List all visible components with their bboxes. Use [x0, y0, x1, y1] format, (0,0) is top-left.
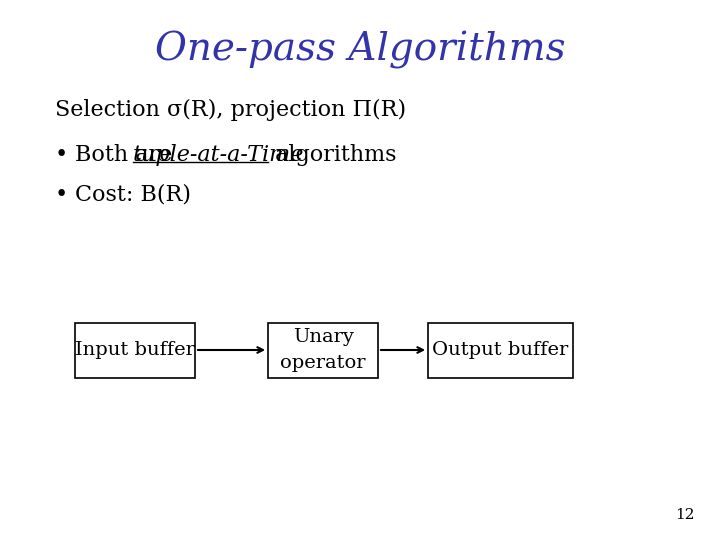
Text: algorithms: algorithms: [268, 144, 397, 166]
Text: tuple-at-a-Time: tuple-at-a-Time: [133, 144, 305, 166]
FancyBboxPatch shape: [268, 322, 378, 377]
FancyBboxPatch shape: [428, 322, 573, 377]
Text: Output buffer: Output buffer: [433, 341, 569, 359]
Text: Both are: Both are: [75, 144, 179, 166]
FancyBboxPatch shape: [75, 322, 195, 377]
Text: •: •: [55, 144, 68, 166]
Text: Input buffer: Input buffer: [75, 341, 195, 359]
Text: One-pass Algorithms: One-pass Algorithms: [155, 31, 565, 69]
Text: Cost: B(R): Cost: B(R): [75, 184, 191, 206]
Text: Selection σ(R), projection Π(R): Selection σ(R), projection Π(R): [55, 99, 406, 121]
Text: Unary
operator: Unary operator: [280, 328, 366, 372]
Text: 12: 12: [675, 508, 695, 522]
Text: •: •: [55, 184, 68, 206]
